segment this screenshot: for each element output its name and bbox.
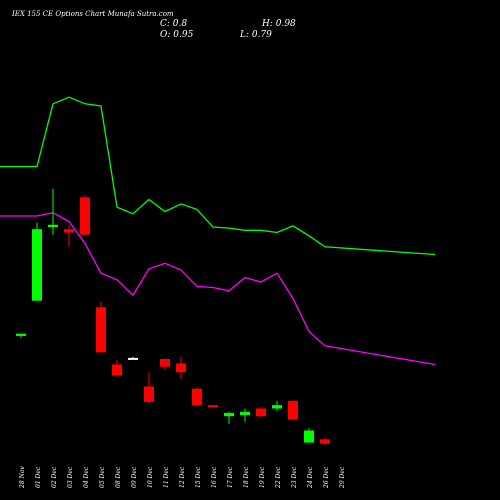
x-tick-label: 02 Dec [51,466,58,488]
candle-body [192,388,202,406]
candle [256,407,266,418]
candle [48,188,58,235]
candle [304,428,314,443]
x-tick-label: 24 Dec [307,466,314,489]
candle-body [208,405,218,408]
candle [224,411,234,424]
x-tick-label: 12 Dec [179,466,186,488]
candle [64,224,74,247]
candle-body [288,400,298,420]
candle-body [304,430,314,443]
x-tick-label: 09 Dec [131,466,138,488]
x-tick-label: 17 Dec [227,466,234,488]
candle [320,438,330,445]
candle-body [80,197,90,235]
candle-body [128,357,138,360]
candle [128,356,138,360]
chart-title: IEX 155 CE Options Chart Munafa Sutra.co… [11,10,174,18]
x-tick-label: 08 Dec [115,466,122,488]
candle-body [32,229,42,301]
x-tick-label: 04 Dec [83,466,90,488]
candle [144,372,154,403]
candle [80,195,90,236]
x-tick-label: 16 Dec [211,466,218,488]
x-tick-label: 10 Dec [147,466,154,488]
candle-body [16,333,26,336]
candle-body [320,439,330,444]
close-label: C: 0.8 [160,19,187,29]
candle-body [176,363,186,373]
candle-body [224,412,234,417]
x-tick-label: 11 Dec [163,466,170,488]
candle-body [256,408,266,417]
x-tick-label: 05 Dec [99,466,106,488]
candle-body [240,411,250,416]
moving-average-line-1 [0,96,436,256]
candle [288,400,298,420]
x-tick-label: 01 Dec [35,466,42,488]
candle [96,301,106,353]
candle [32,222,42,301]
candle [208,405,218,408]
x-axis-labels: 28 Nov 01 Dec 02 Dec 03 Dec 04 Dec 05 Dec 08 D… [19,466,346,489]
candle [240,408,250,422]
x-tick-label: 15 Dec [195,466,202,488]
candle-body [160,359,170,367]
x-tick-label: 19 Dec [259,466,266,488]
candle [272,400,282,411]
candle-body [64,229,74,233]
x-tick-label: 23 Dec [291,466,298,489]
high-label: H: 0.98 [261,19,296,29]
x-tick-label: 22 Dec [275,466,282,489]
candle [16,333,26,339]
x-tick-label: 03 Dec [67,466,74,488]
candle-body [144,386,154,402]
candle-body [96,307,106,353]
candle [160,359,170,370]
moving-average-line-2 [0,212,436,366]
candle [192,387,202,407]
candle-body [272,405,282,409]
x-tick-label: 29 Dec [339,466,346,489]
open-label: O: 0.95 [160,30,194,40]
candles [16,188,330,445]
x-tick-label: 18 Dec [243,466,250,488]
x-tick-label: 26 Dec [323,466,330,489]
low-label: L: 0.79 [239,30,272,40]
candle-body [48,224,58,227]
candle [176,356,186,379]
candle [112,360,122,376]
moving-average-lines [0,96,436,366]
candle-body [112,364,122,376]
x-tick-label: 28 Nov [19,466,26,489]
